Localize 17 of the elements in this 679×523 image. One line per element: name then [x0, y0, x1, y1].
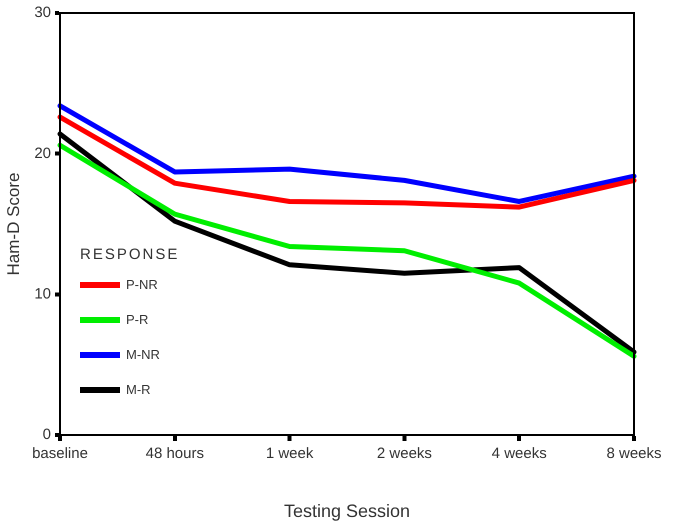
x-tick-label: 4 weeks [492, 445, 547, 462]
legend-label: P-R [126, 312, 148, 327]
y-tick-label: 0 [42, 426, 51, 444]
y-tick-label: 30 [34, 4, 51, 22]
x-tick-label: baseline [32, 445, 88, 462]
x-axis-title: Testing Session [284, 501, 410, 522]
legend-label: M-NR [126, 347, 160, 362]
x-tick-label: 2 weeks [376, 445, 432, 462]
y-tick-label: 20 [34, 144, 51, 162]
y-tick-label: 10 [34, 285, 51, 302]
legend-label: M-R [126, 382, 151, 397]
x-tick-label: 48 hours [146, 445, 204, 462]
legend-label: P-NR [126, 277, 158, 292]
x-tick-label: 8 weeks [606, 445, 662, 462]
y-axis-title: Ham-D Score [4, 172, 23, 276]
x-tick-label: 1 week [266, 445, 314, 462]
legend-title: RESPONSE [80, 246, 180, 263]
